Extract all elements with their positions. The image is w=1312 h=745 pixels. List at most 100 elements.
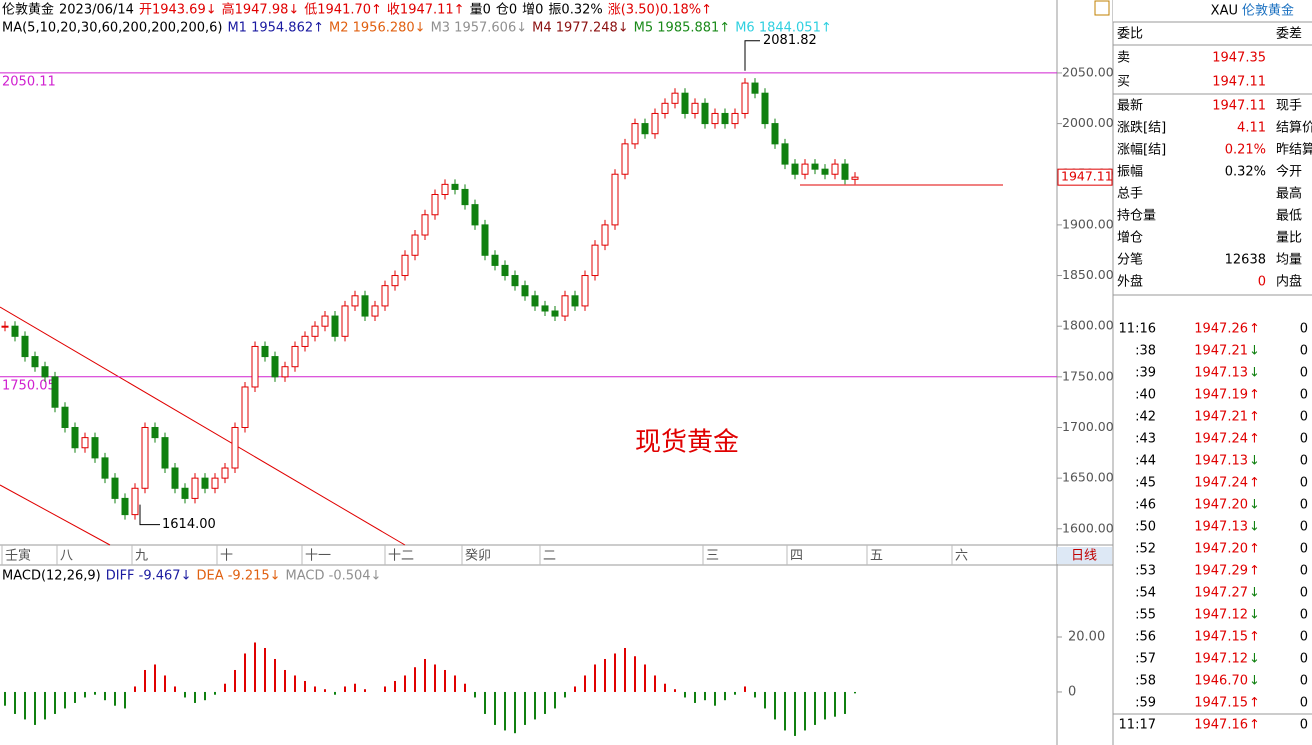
candle <box>381 285 389 307</box>
quote-header <box>1113 0 1312 22</box>
header-item: 2023/06/14 <box>59 3 134 18</box>
trade-vol: 0 <box>1300 652 1308 667</box>
y-tick-label: 1900.00 <box>1062 216 1114 231</box>
macd-bar <box>354 683 356 692</box>
period-button[interactable] <box>1057 547 1112 564</box>
candle <box>641 123 649 135</box>
trade-price: 1947.15 <box>1194 696 1248 711</box>
macd-bar <box>414 667 416 692</box>
quote-label: 最低 <box>1276 209 1302 224</box>
macd-bar <box>714 691 716 706</box>
macd-bar <box>464 683 466 692</box>
quote-label: 量比 <box>1276 231 1302 246</box>
candle <box>341 305 349 337</box>
quote-label: 今开 <box>1276 164 1302 180</box>
trade-price: 1947.19 <box>1194 388 1248 403</box>
trade-price: 1947.29 <box>1194 564 1248 579</box>
macd-bar <box>44 691 46 720</box>
header-item: 振0.32% <box>548 3 602 18</box>
trade-vol: 0 <box>1300 388 1308 403</box>
quote-label: 分笔 <box>1117 252 1143 268</box>
candle <box>761 92 769 125</box>
quote-label: 持仓量 <box>1117 209 1156 224</box>
macd-bar <box>514 691 516 734</box>
candle <box>481 224 489 256</box>
candle <box>391 275 399 287</box>
ratio-label: 委比 <box>1117 27 1143 42</box>
candle <box>361 295 369 317</box>
trade-time: :38 <box>1135 344 1156 359</box>
header-item: 涨(3.50)0.18%↑ <box>608 3 712 18</box>
macd-bar <box>854 691 856 694</box>
trade-price: 1947.13 <box>1194 366 1248 381</box>
trade-price: 1946.70 <box>1194 674 1248 689</box>
macd-bar <box>654 675 656 692</box>
candle <box>61 406 69 428</box>
high-marker <box>744 40 760 71</box>
time-label: 十 <box>220 549 233 564</box>
trade-dir: ↓ <box>1249 652 1260 667</box>
quote-value: 1947.11 <box>1212 99 1266 114</box>
trade-dir: ↑ <box>1249 542 1260 557</box>
candle <box>451 183 459 190</box>
y-tick-label: 2050.00 <box>1062 64 1114 79</box>
header-item: 增0 <box>522 3 543 18</box>
header-item: DIFF -9.467↓ <box>106 569 192 584</box>
macd-bar <box>24 691 26 720</box>
candle <box>471 204 479 226</box>
macd-bar <box>64 691 66 709</box>
candle <box>441 183 449 195</box>
candle <box>681 92 689 114</box>
candle <box>841 163 849 180</box>
macd-bar <box>54 691 56 714</box>
trade-vol: 0 <box>1300 718 1308 733</box>
macd-bar <box>194 691 196 703</box>
header-item: M1 1954.862↑ <box>227 21 324 36</box>
trade-time: 11:17 <box>1119 718 1156 733</box>
macd-bar <box>324 689 326 692</box>
trade-time: :53 <box>1135 564 1156 579</box>
diff-label: 委差 <box>1276 27 1302 42</box>
y-tick-label: 2000.00 <box>1062 115 1114 130</box>
macd-bar <box>274 658 276 692</box>
trade-time: :46 <box>1135 498 1156 513</box>
candle <box>201 477 209 489</box>
time-label: 五 <box>870 549 883 564</box>
macd-bar <box>444 669 446 692</box>
candle <box>821 168 829 175</box>
macd-bar <box>394 680 396 692</box>
quote-value: 12638 <box>1225 253 1266 268</box>
trade-dir: ↑ <box>1249 432 1260 447</box>
macd-bar <box>144 669 146 692</box>
quote-code: XAU <box>1211 4 1238 19</box>
candle <box>281 366 289 378</box>
trade-vol: 0 <box>1300 454 1308 469</box>
quote-label: 总手 <box>1117 187 1143 202</box>
candle <box>151 426 159 439</box>
trade-price: 1947.27 <box>1194 586 1248 601</box>
candle <box>671 92 679 104</box>
icon[interactable] <box>1094 0 1110 16</box>
macd-bar <box>264 647 266 692</box>
y-tick-label: 1650.00 <box>1062 470 1114 485</box>
candle <box>11 325 19 337</box>
candle <box>691 102 699 114</box>
trade-time: :59 <box>1135 696 1156 711</box>
header-item: 仓0 <box>496 3 517 18</box>
candle <box>601 224 609 246</box>
candle <box>271 356 279 378</box>
trade-vol: 0 <box>1300 520 1308 535</box>
trade-time: 11:16 <box>1119 322 1156 337</box>
macd-bar <box>424 658 426 692</box>
time-label: 三 <box>706 549 719 564</box>
candle <box>551 310 559 317</box>
side-label: 卖 <box>1117 51 1130 66</box>
candle <box>751 82 759 94</box>
y-tick-label: 1800.00 <box>1062 318 1114 333</box>
quote-label: 外盘 <box>1117 274 1143 290</box>
macd-bar <box>84 691 86 698</box>
quote-label: 涨跌[结] <box>1117 120 1166 136</box>
macd-bar <box>94 691 96 695</box>
side-label: 买 <box>1117 75 1130 90</box>
candle <box>431 193 439 216</box>
